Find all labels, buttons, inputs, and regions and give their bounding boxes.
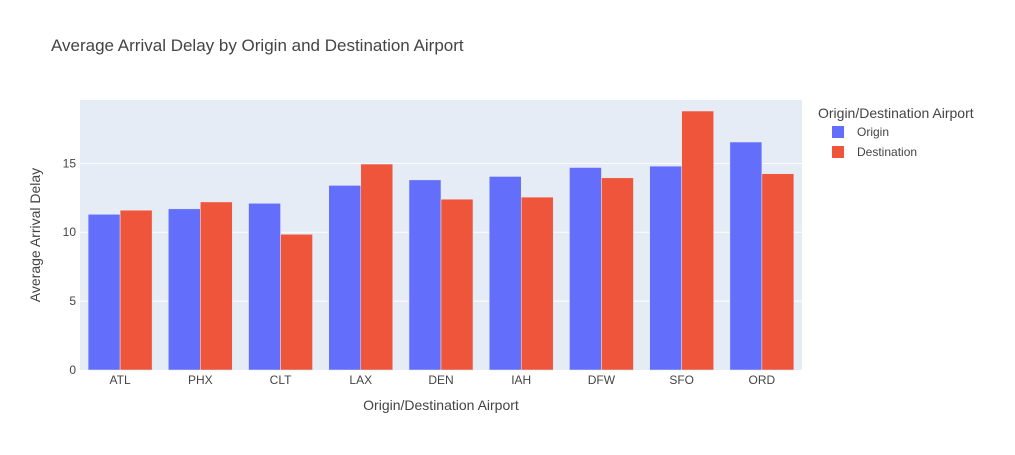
x-tick-label: CLT: [270, 373, 292, 387]
bar-origin-dfw[interactable]: [569, 167, 602, 371]
y-axis-label: Average Arrival Delay: [27, 168, 43, 302]
bar-destination-lax[interactable]: [360, 163, 394, 371]
legend-label: Origin: [857, 125, 889, 139]
legend: Origin/Destination Airport Origin Destina…: [818, 105, 974, 159]
bar-origin-atl[interactable]: [87, 214, 121, 371]
y-tick-label: 15: [63, 156, 77, 170]
bar-destination-atl[interactable]: [119, 209, 153, 371]
legend-item-destination[interactable]: Destination: [832, 145, 917, 159]
bar-origin-clt[interactable]: [248, 203, 281, 371]
y-tick-label: 5: [69, 294, 76, 308]
bar-origin-sfo[interactable]: [649, 165, 682, 371]
x-axis-label: Origin/Destination Airport: [363, 397, 519, 413]
x-tick-label: IAH: [511, 373, 531, 387]
legend-item-origin[interactable]: Origin: [832, 125, 889, 139]
legend-swatch: [832, 126, 844, 138]
legend-label: Destination: [857, 145, 917, 159]
legend-items: Origin Destination: [832, 125, 917, 159]
bar-destination-iah[interactable]: [520, 196, 554, 371]
bar-origin-iah[interactable]: [488, 176, 522, 371]
x-tick-label: ATL: [110, 373, 131, 387]
bar-origin-phx[interactable]: [168, 208, 201, 371]
bar-origin-ord[interactable]: [729, 141, 763, 371]
bars: [87, 110, 795, 371]
x-tick-label: LAX: [349, 373, 372, 387]
chart-title: Average Arrival Delay by Origin and Dest…: [51, 36, 464, 55]
bar-destination-den[interactable]: [440, 198, 474, 371]
x-tick-label: DEN: [428, 373, 453, 387]
x-tick-label: SFO: [669, 373, 694, 387]
bar-destination-dfw[interactable]: [601, 177, 634, 371]
bar-origin-den[interactable]: [408, 179, 442, 371]
bar-origin-lax[interactable]: [328, 185, 362, 371]
legend-title: Origin/Destination Airport: [818, 105, 974, 121]
y-tick-label: 10: [63, 225, 77, 239]
bar-destination-phx[interactable]: [200, 201, 233, 371]
legend-swatch: [832, 146, 844, 158]
bar-destination-sfo[interactable]: [681, 110, 714, 371]
bar-destination-clt[interactable]: [280, 234, 313, 371]
x-tick-label: DFW: [588, 373, 616, 387]
x-tick-label: PHX: [188, 373, 213, 387]
y-tick-label: 0: [69, 363, 76, 377]
y-tick-labels: 0 5 10 15: [63, 156, 77, 377]
x-tick-label: ORD: [749, 373, 776, 387]
x-tick-labels: ATL PHX CLT LAX DEN IAH DFW SFO ORD: [110, 373, 776, 387]
bar-destination-ord[interactable]: [761, 173, 795, 371]
